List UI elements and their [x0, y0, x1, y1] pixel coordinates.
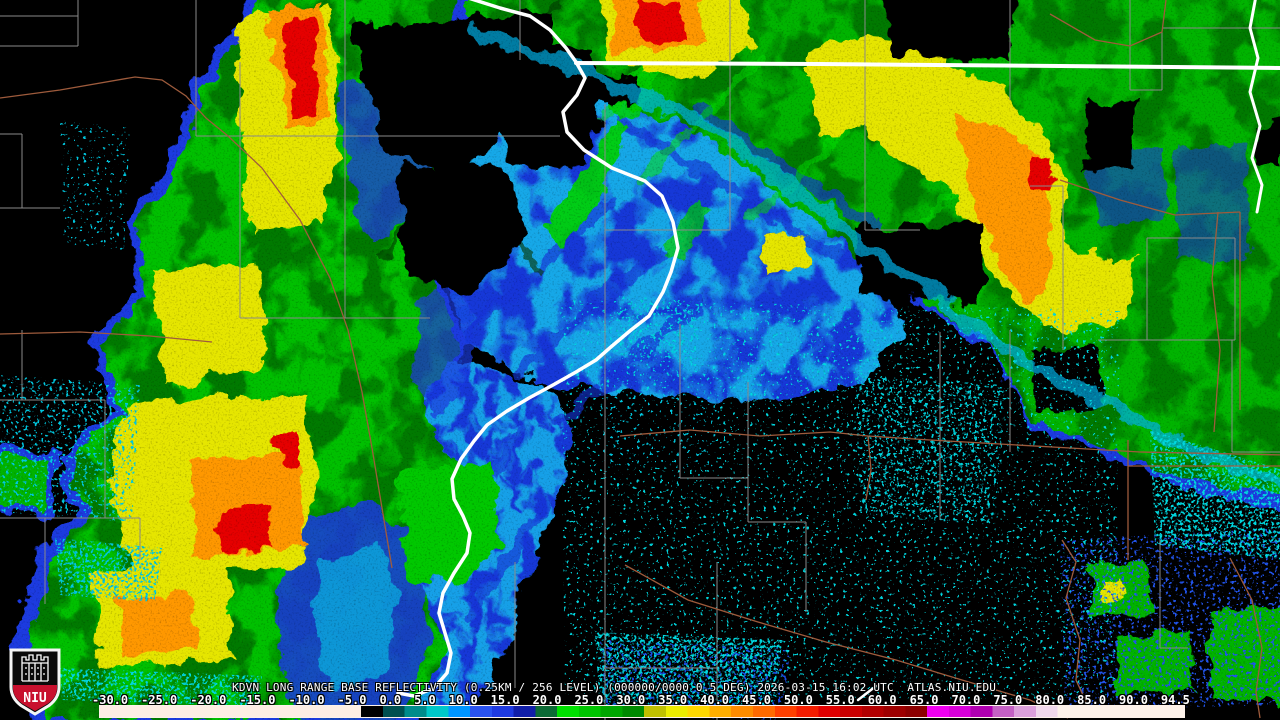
colorbar-tick-label: -5.0: [337, 693, 367, 707]
colorbar-tick-label: -10.0: [288, 693, 325, 707]
castle-icon: [21, 654, 49, 682]
radar-title: KDVN LONG RANGE BASE REFLECTIVITY (0.25K…: [232, 681, 997, 694]
niu-logo-text: NIU: [23, 691, 47, 706]
colorbar-gradient: [100, 706, 1184, 717]
colorbar-tick-label: 0.0: [379, 693, 402, 707]
colorbar-tick-label: 45.0: [742, 693, 771, 707]
colorbar-tick-label: -25.0: [141, 693, 178, 707]
colorbar-tick-label: -15.0: [239, 693, 276, 707]
colorbar-tick-label: 65.0: [909, 693, 939, 707]
colorbar-labels: -30.0 -25.0 -20.0 -15.0 -10.0 -5.0 0.0 5.0 10.0 1…: [92, 693, 1190, 707]
state-and-river-lines: [396, 0, 1280, 702]
colorbar-tick-label: 80.0: [1035, 693, 1065, 707]
colorbar-tick-label: 10.0: [448, 693, 478, 707]
mississippi-river-line: [396, 0, 680, 698]
colorbar-tick-label: -20.0: [190, 693, 227, 707]
colorbar-tick-label: 90.0: [1119, 693, 1148, 707]
colorbar-tick-label: 35.0: [658, 693, 688, 707]
colorbar-tick-label: 25.0: [574, 693, 604, 707]
colorbar-tick-label: 85.0: [1077, 693, 1107, 707]
colorbar-tick-label: 70.0: [951, 693, 981, 707]
colorbar-tick-label: 55.0: [825, 693, 855, 707]
colorbar-tick-label: 40.0: [700, 693, 730, 707]
colorbar-tick-label: 75.0: [993, 693, 1023, 707]
colorbar-tick-label: 60.0: [867, 693, 897, 707]
colorbar-tick-label: -30.0: [92, 693, 129, 707]
colorbar-tick-label: 94.5: [1160, 693, 1190, 707]
colorbar-tick-label: 20.0: [532, 693, 562, 707]
state-border-line: [574, 61, 1280, 70]
niu-logo: NIU: [9, 648, 61, 716]
colorbar-tick-label: 30.0: [616, 693, 646, 707]
colorbar: [99, 705, 1185, 718]
colorbar-tick-label: 15.0: [490, 693, 520, 707]
niu-banner: [13, 685, 57, 711]
colorbar-tick-label: 5.0: [414, 693, 436, 707]
colorbar-tick-label: 50.0: [783, 693, 813, 707]
right-river-line: [1248, 0, 1264, 214]
